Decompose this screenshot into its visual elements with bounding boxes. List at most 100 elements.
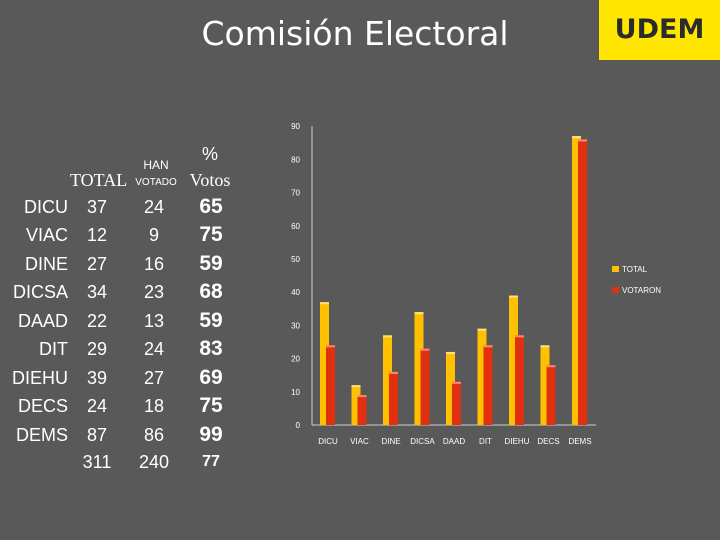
table-row: DECS 24 18 75 [0,392,240,420]
bar-cap [509,295,518,298]
row-name: DINE [24,254,68,274]
y-tick-label: 30 [291,321,300,330]
row-name: DICSA [12,282,68,302]
bar-cap [515,335,524,338]
row-pct: 68 [199,280,223,303]
row-voted: 16 [143,254,165,274]
row-name: DIT [39,339,68,359]
y-tick-label: 80 [291,155,300,164]
totals-row: 311 240 77 [0,448,240,476]
row-voted: 13 [143,311,165,331]
totals-pct: 77 [202,453,220,470]
row-name: DEMS [15,425,68,445]
row-total: 22 [86,311,108,331]
x-tick-label: DEMS [568,437,591,446]
row-pct: 83 [199,337,223,360]
y-tick-label: 40 [291,288,300,297]
y-tick-label: 0 [296,421,301,430]
brand-logo: UDEM [599,0,720,60]
bar-total [540,345,550,425]
row-total: 39 [86,368,108,388]
x-tick-label: DAAD [443,437,465,446]
y-tick-label: 50 [291,255,300,264]
col-pct-header-bottom: Votos [189,170,231,190]
table-row: VIAC 12 9 75 [0,221,240,249]
table-row: DIT 29 24 83 [0,335,240,363]
row-total: 12 [86,225,108,245]
table-row: DICU 37 24 65 [0,193,240,221]
bar-votaron [420,348,430,425]
bar-votaron [546,365,556,425]
x-tick-label: DIEHU [505,437,530,446]
x-tick-label: DICU [318,437,338,446]
bar-cap [389,371,398,374]
bar-cap [420,348,430,351]
row-voted: 24 [143,197,165,217]
col-pct-header-top: % [201,144,218,164]
row-name: DAAD [17,311,68,331]
bar-cap [351,385,361,388]
table-row: DAAD 22 13 59 [0,307,240,335]
x-tick-label: DECS [537,437,559,446]
legend-label: TOTAL [622,265,648,274]
bar-total [414,312,424,425]
bar-cap [578,139,587,142]
y-tick-label: 60 [291,222,300,231]
y-tick-label: 20 [291,355,300,364]
col-voted-header-bottom: VOTADO [135,177,177,188]
row-pct: 99 [199,423,223,446]
col-voted-header-top: HAN [143,158,169,172]
bar-votaron [452,381,461,425]
row-voted: 23 [143,282,165,302]
row-total: 37 [86,197,108,217]
row-pct: 59 [199,252,223,275]
x-tick-label: DICSA [410,437,435,446]
row-total: 87 [86,425,108,445]
bar-total [351,385,361,425]
bar-votaron [389,371,398,425]
row-pct: 69 [199,366,223,389]
bar-votaron [578,139,587,426]
row-voted: 24 [143,339,165,359]
bar-cap [414,312,424,315]
row-total: 24 [86,396,108,416]
x-tick-label: VIAC [350,437,369,446]
table-row: DINE 27 16 59 [0,250,240,278]
bar-cap [452,381,461,384]
row-voted: 9 [148,225,159,245]
row-pct: 59 [199,309,223,332]
bar-votaron [357,395,367,425]
bar-cap [383,335,392,338]
table-row: DICSA 34 23 68 [0,278,240,306]
table-row: DEMS 87 86 99 [0,421,240,449]
bar-cap [446,351,455,354]
x-tick-label: DINE [381,437,400,446]
legend-swatch [612,287,619,293]
bar-total [477,328,487,425]
totals-voted: 240 [138,452,170,472]
y-tick-label: 90 [291,122,300,131]
bar-votaron [515,335,524,425]
row-total: 34 [86,282,108,302]
row-pct: 65 [199,195,223,218]
bar-total [383,335,392,425]
bar-cap [546,365,556,368]
bar-total [572,136,581,425]
bar-cap [320,302,329,305]
row-pct: 75 [199,223,223,246]
row-name: DIEHU [12,368,69,388]
bar-votaron [483,345,493,425]
y-tick-label: 10 [291,388,300,397]
table-row: DIEHU 39 27 69 [0,364,240,392]
totals-total: 311 [82,452,112,472]
row-pct: 75 [199,394,223,417]
row-voted: 18 [143,396,165,416]
bar-cap [540,345,550,348]
row-total: 29 [86,339,108,359]
legend-swatch [612,266,619,272]
bar-total [446,351,455,425]
col-total-header: TOTAL [70,170,128,190]
bar-cap [326,345,335,348]
row-name: DICU [24,197,68,217]
row-name: VIAC [25,225,68,245]
